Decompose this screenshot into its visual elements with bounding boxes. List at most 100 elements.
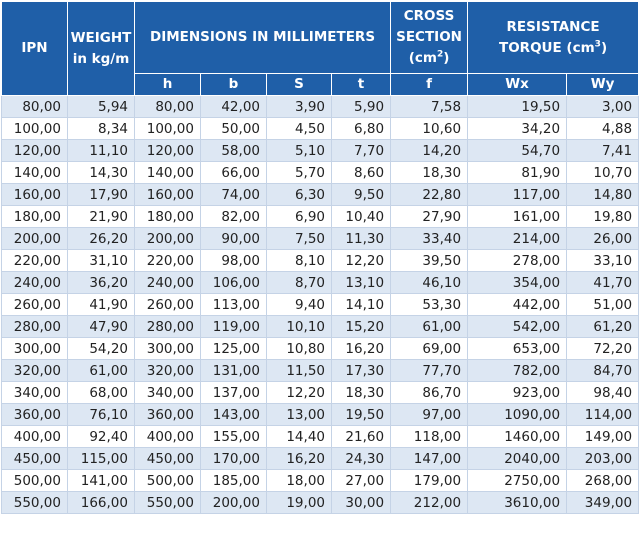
header-text: CROSS bbox=[403, 8, 455, 24]
table-cell: 92,40 bbox=[67, 425, 135, 448]
table-cell: 240,00 bbox=[134, 271, 201, 294]
table-cell: 349,00 bbox=[566, 491, 639, 514]
table-cell: 51,00 bbox=[566, 293, 639, 316]
table-cell: 10,60 bbox=[390, 117, 469, 140]
table-cell: 77,70 bbox=[390, 359, 469, 382]
table-cell: 11,30 bbox=[330, 227, 392, 250]
header-cell: DIMENSIONS IN MILLIMETERS bbox=[133, 1, 392, 74]
subheader-cell: Wx bbox=[467, 73, 568, 96]
table-cell: 360,00 bbox=[134, 403, 201, 426]
table-cell: 340,00 bbox=[134, 381, 201, 404]
table-cell: 5,70 bbox=[266, 161, 332, 184]
table-cell: 8,10 bbox=[266, 249, 332, 272]
header-text: TORQUE (cm bbox=[498, 39, 595, 56]
table-cell: 143,00 bbox=[200, 403, 267, 426]
table-cell: 84,70 bbox=[566, 359, 639, 382]
table-cell: 72,20 bbox=[566, 337, 639, 360]
subheader-cell: b bbox=[200, 73, 267, 96]
table-cell: 268,00 bbox=[566, 469, 639, 492]
table-cell: 98,00 bbox=[200, 249, 267, 272]
subheader-cell: Wy bbox=[566, 73, 639, 96]
table-cell: 33,10 bbox=[566, 249, 639, 272]
table-row: 180,00 21,90 180,00 82,00 6,90 10,40 27,90 161,… bbox=[1, 205, 639, 228]
table-cell: 160,00 bbox=[1, 183, 68, 206]
table-cell: 300,00 bbox=[1, 337, 68, 360]
table-cell: 17,90 bbox=[67, 183, 135, 206]
header-text: RESISTANCE bbox=[506, 18, 600, 35]
header-text: SECTION bbox=[396, 29, 462, 45]
table-cell: 220,00 bbox=[1, 249, 68, 272]
table-cell: 66,00 bbox=[200, 161, 267, 184]
table-cell: 278,00 bbox=[467, 249, 568, 272]
table-cell: 106,00 bbox=[200, 271, 267, 294]
table-cell: 21,90 bbox=[67, 205, 135, 228]
table-cell: 13,00 bbox=[266, 403, 332, 426]
table-cell: 61,00 bbox=[67, 359, 135, 382]
table-cell: 550,00 bbox=[1, 491, 68, 514]
table-cell: 137,00 bbox=[200, 381, 267, 404]
subheader-cell: h bbox=[134, 73, 201, 96]
table-cell: 14,10 bbox=[330, 293, 392, 316]
table-row: 100,00 8,34 100,00 50,00 4,50 6,80 10,60 34,20 4… bbox=[1, 117, 639, 140]
table-cell: 26,00 bbox=[566, 227, 639, 250]
table-row: 240,00 36,20 240,00 106,00 8,70 13,10 46,10 354… bbox=[1, 271, 639, 294]
table-row: 260,00 41,90 260,00 113,00 9,40 14,10 53,30 442… bbox=[1, 293, 639, 316]
table-cell: 180,00 bbox=[134, 205, 201, 228]
table-cell: 14,20 bbox=[390, 139, 469, 162]
table-cell: 155,00 bbox=[200, 425, 267, 448]
header-text: DIMENSIONS IN MILLIMETERS bbox=[150, 29, 376, 45]
table-cell: 11,10 bbox=[67, 139, 135, 162]
header-text: in kg/m bbox=[72, 50, 130, 67]
table-cell: 1460,00 bbox=[467, 425, 568, 448]
table-cell: 220,00 bbox=[134, 249, 201, 272]
table-row: 550,00 166,00 550,00 200,00 19,00 30,00 212,00… bbox=[1, 491, 639, 514]
table-cell: 33,40 bbox=[390, 227, 469, 250]
table-cell: 24,30 bbox=[330, 447, 392, 470]
header-text: (cm bbox=[408, 50, 437, 66]
table-cell: 7,50 bbox=[266, 227, 332, 250]
table-cell: 58,00 bbox=[200, 139, 267, 162]
table-cell: 53,30 bbox=[390, 293, 469, 316]
table-cell: 550,00 bbox=[134, 491, 201, 514]
table-cell: 80,00 bbox=[1, 95, 68, 118]
table-cell: 10,70 bbox=[566, 161, 639, 184]
table-cell: 125,00 bbox=[200, 337, 267, 360]
table-row: 400,00 92,40 400,00 155,00 14,40 21,60 118,00 1… bbox=[1, 425, 639, 448]
table-cell: 115,00 bbox=[67, 447, 135, 470]
table-cell: 240,00 bbox=[1, 271, 68, 294]
header-text: ) bbox=[443, 50, 450, 66]
table-cell: 442,00 bbox=[467, 293, 568, 316]
header-text: IPN bbox=[21, 40, 48, 56]
table-cell: 90,00 bbox=[200, 227, 267, 250]
table-cell: 30,00 bbox=[330, 491, 392, 514]
table-row: 340,00 68,00 340,00 137,00 12,20 18,30 86,70 92… bbox=[1, 381, 639, 404]
table-cell: 39,50 bbox=[390, 249, 469, 272]
table-row: 160,00 17,90 160,00 74,00 6,30 9,50 22,80 117,0… bbox=[1, 183, 639, 206]
table-cell: 212,00 bbox=[390, 491, 469, 514]
table-cell: 500,00 bbox=[1, 469, 68, 492]
table-cell: 119,00 bbox=[200, 315, 267, 338]
table-cell: 16,20 bbox=[266, 447, 332, 470]
table-cell: 18,00 bbox=[266, 469, 332, 492]
table-cell: 74,00 bbox=[200, 183, 267, 206]
table-cell: 114,00 bbox=[566, 403, 639, 426]
table-cell: 5,90 bbox=[330, 95, 392, 118]
table-cell: 9,40 bbox=[266, 293, 332, 316]
table-row: 120,00 11,10 120,00 58,00 5,10 7,70 14,20 54,70… bbox=[1, 139, 639, 162]
table-cell: 13,10 bbox=[330, 271, 392, 294]
table-cell: 6,80 bbox=[330, 117, 392, 140]
header-cell: WEIGHT in kg/m bbox=[67, 1, 135, 96]
superscript: 3 bbox=[594, 39, 601, 49]
table-header: IPN WEIGHT in kg/m DIMENSIONS IN MILLIMET… bbox=[1, 1, 639, 96]
table-cell: 31,10 bbox=[67, 249, 135, 272]
table-cell: 10,10 bbox=[266, 315, 332, 338]
table-cell: 19,80 bbox=[566, 205, 639, 228]
table-cell: 260,00 bbox=[1, 293, 68, 316]
table-cell: 6,90 bbox=[266, 205, 332, 228]
table-cell: 36,20 bbox=[67, 271, 135, 294]
table-cell: 3,90 bbox=[266, 95, 332, 118]
table-cell: 46,10 bbox=[390, 271, 469, 294]
table-cell: 4,50 bbox=[266, 117, 332, 140]
table-cell: 14,30 bbox=[67, 161, 135, 184]
